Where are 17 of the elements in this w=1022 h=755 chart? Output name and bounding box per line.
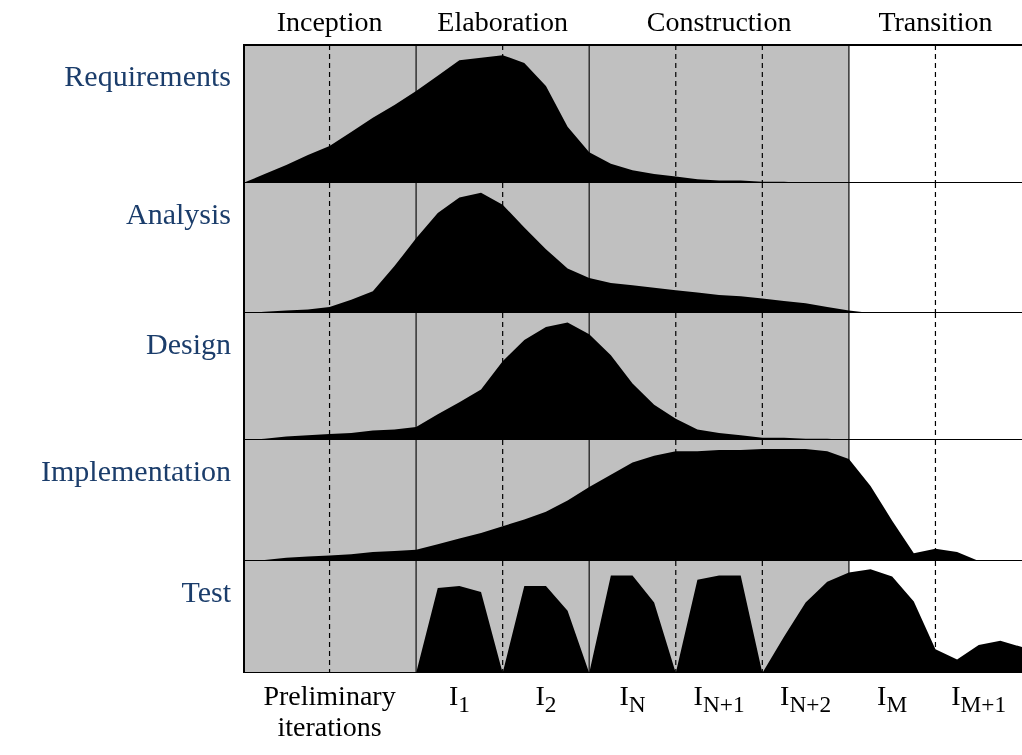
x-tick-label: I$_{2}$ <box>535 680 557 718</box>
text: Transition <box>878 5 993 37</box>
y-axis-title: Implementation <box>41 453 231 487</box>
x-tick-label: I$_{N}$ <box>619 680 646 718</box>
y-axis-title: Test <box>181 574 232 608</box>
x-tick-label: I$_{M}$ <box>877 680 908 718</box>
x-tick-label: Preliminary iterations <box>262 680 397 743</box>
x-tick-label: I$_{N+2}$ <box>780 680 832 718</box>
text: Inception <box>276 5 383 37</box>
x-tick-label: I$_{1}$ <box>448 680 470 718</box>
y-axis-title: Analysis <box>126 196 231 230</box>
x-tick-label: I$_{N+1}$ <box>693 680 745 718</box>
x-tick-label: I$_{M+1}$ <box>951 680 1007 718</box>
text: Elaboration <box>437 5 568 37</box>
y-axis-title: Requirements <box>64 58 231 92</box>
y-axis-title: Design <box>146 326 231 360</box>
text: Construction <box>646 5 792 37</box>
